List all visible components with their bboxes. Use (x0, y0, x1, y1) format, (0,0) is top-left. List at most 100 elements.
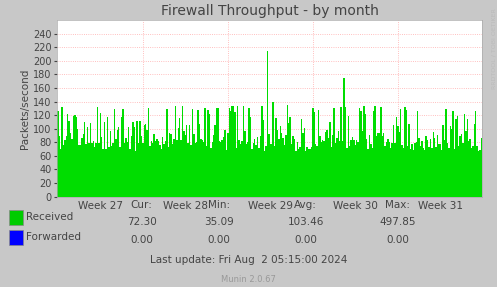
Bar (394, 143, 396, 197)
Bar (374, 106, 376, 197)
Bar (111, 146, 112, 197)
Bar (387, 139, 389, 197)
Bar (459, 136, 461, 197)
Bar (468, 141, 469, 197)
Bar (209, 114, 210, 197)
Bar (291, 144, 292, 197)
Bar (169, 133, 170, 197)
Bar (187, 143, 189, 197)
Bar (437, 135, 438, 197)
Bar (84, 122, 85, 197)
Bar (243, 106, 244, 197)
Bar (102, 149, 104, 197)
Bar (407, 146, 409, 197)
Bar (454, 149, 455, 197)
Bar (233, 106, 234, 197)
Bar (333, 108, 335, 197)
Bar (346, 148, 347, 197)
Bar (257, 137, 258, 197)
Bar (202, 139, 203, 197)
Bar (305, 151, 307, 197)
Bar (289, 117, 291, 197)
Bar (95, 143, 97, 197)
Bar (97, 107, 98, 197)
Bar (449, 126, 451, 197)
Bar (85, 144, 87, 197)
Bar (124, 144, 125, 197)
Bar (147, 130, 148, 197)
Bar (299, 147, 301, 197)
Text: Cur:: Cur: (131, 200, 153, 210)
Bar (261, 106, 262, 197)
Bar (421, 141, 422, 197)
Bar (83, 134, 84, 197)
Bar (118, 127, 119, 197)
Bar (230, 110, 232, 197)
Bar (69, 121, 70, 197)
Bar (349, 146, 350, 197)
Bar (234, 112, 236, 197)
Bar (360, 111, 362, 197)
Bar (128, 127, 129, 197)
Bar (109, 131, 111, 197)
Bar (403, 148, 404, 197)
Bar (134, 127, 135, 197)
Bar (207, 110, 209, 197)
Text: 103.46: 103.46 (287, 217, 324, 227)
Bar (173, 139, 175, 197)
Bar (92, 141, 94, 197)
Bar (236, 148, 237, 197)
Bar (139, 121, 141, 197)
Bar (451, 129, 452, 197)
Bar (180, 139, 182, 197)
Bar (288, 123, 289, 197)
Bar (427, 139, 428, 197)
Bar (250, 117, 251, 197)
Bar (70, 133, 72, 197)
Text: Munin 2.0.67: Munin 2.0.67 (221, 275, 276, 284)
Bar (73, 117, 74, 197)
Bar (155, 141, 156, 197)
Bar (114, 109, 115, 197)
Bar (260, 136, 261, 197)
Bar (397, 126, 399, 197)
Bar (277, 130, 278, 197)
Bar (80, 145, 81, 197)
Bar (362, 131, 363, 197)
Bar (372, 148, 373, 197)
Bar (335, 144, 336, 197)
Bar (248, 108, 250, 197)
Bar (137, 121, 138, 197)
Bar (145, 124, 147, 197)
Bar (312, 108, 314, 197)
Bar (76, 117, 77, 197)
Bar (121, 117, 122, 197)
Bar (144, 125, 145, 197)
Bar (393, 125, 394, 197)
Bar (222, 140, 223, 197)
Bar (282, 138, 284, 197)
Bar (418, 138, 420, 197)
Bar (177, 128, 179, 197)
Bar (406, 110, 407, 197)
Bar (389, 142, 390, 197)
Bar (72, 139, 73, 197)
Bar (275, 118, 277, 197)
Bar (366, 139, 367, 197)
Bar (400, 108, 402, 197)
Bar (464, 114, 465, 197)
Bar (98, 143, 99, 197)
Bar (254, 139, 255, 197)
Bar (223, 137, 224, 197)
Bar (90, 123, 91, 197)
Bar (353, 140, 355, 197)
Bar (318, 110, 319, 197)
Bar (74, 115, 76, 197)
Bar (274, 146, 275, 197)
Bar (162, 137, 164, 197)
Bar (390, 148, 392, 197)
Bar (442, 125, 444, 197)
Bar (199, 124, 200, 197)
Bar (431, 148, 432, 197)
Bar (94, 147, 95, 197)
